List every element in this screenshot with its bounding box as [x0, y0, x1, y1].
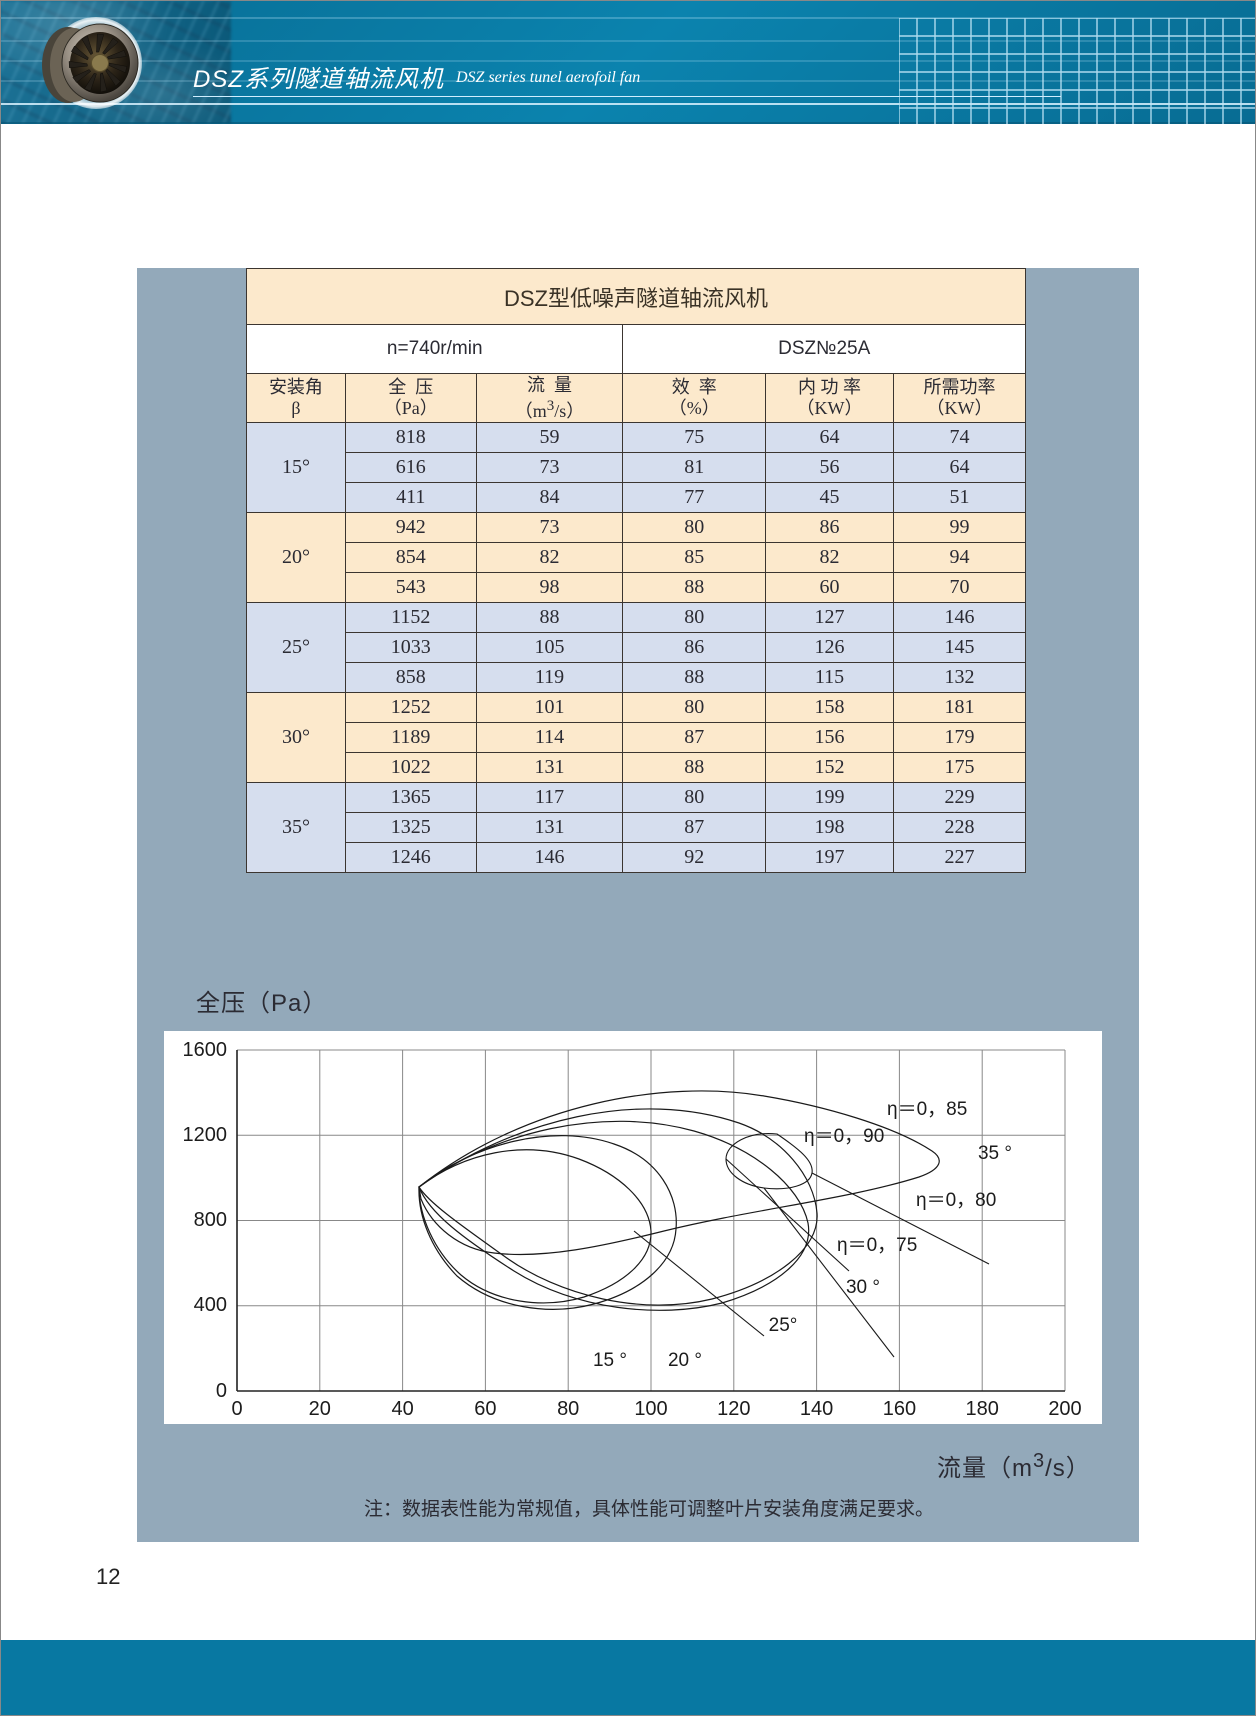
svg-text:35 °: 35 ° [978, 1143, 1012, 1164]
svg-text:100: 100 [634, 1398, 667, 1420]
svg-text:40: 40 [391, 1398, 413, 1420]
svg-text:15 °: 15 ° [593, 1350, 627, 1371]
svg-text:20 °: 20 ° [668, 1350, 702, 1371]
svg-text:180: 180 [966, 1398, 999, 1420]
svg-text:η＝0，90: η＝0，90 [804, 1126, 884, 1147]
svg-text:80: 80 [557, 1398, 579, 1420]
svg-text:η＝0，85: η＝0，85 [887, 1099, 967, 1120]
svg-text:60: 60 [474, 1398, 496, 1420]
svg-text:25°: 25° [769, 1315, 798, 1336]
svg-text:120: 120 [717, 1398, 750, 1420]
svg-text:1600: 1600 [183, 1039, 228, 1061]
svg-text:η＝0，80: η＝0，80 [916, 1190, 996, 1211]
svg-text:160: 160 [883, 1398, 916, 1420]
svg-text:20: 20 [309, 1398, 331, 1420]
svg-text:η＝0，75: η＝0，75 [837, 1235, 917, 1256]
svg-text:800: 800 [194, 1209, 227, 1231]
svg-text:30 °: 30 ° [846, 1277, 880, 1298]
svg-text:400: 400 [194, 1294, 227, 1316]
svg-text:140: 140 [800, 1398, 833, 1420]
svg-text:0: 0 [216, 1380, 227, 1402]
svg-text:0: 0 [231, 1398, 242, 1420]
svg-text:1200: 1200 [183, 1124, 228, 1146]
svg-text:200: 200 [1048, 1398, 1081, 1420]
